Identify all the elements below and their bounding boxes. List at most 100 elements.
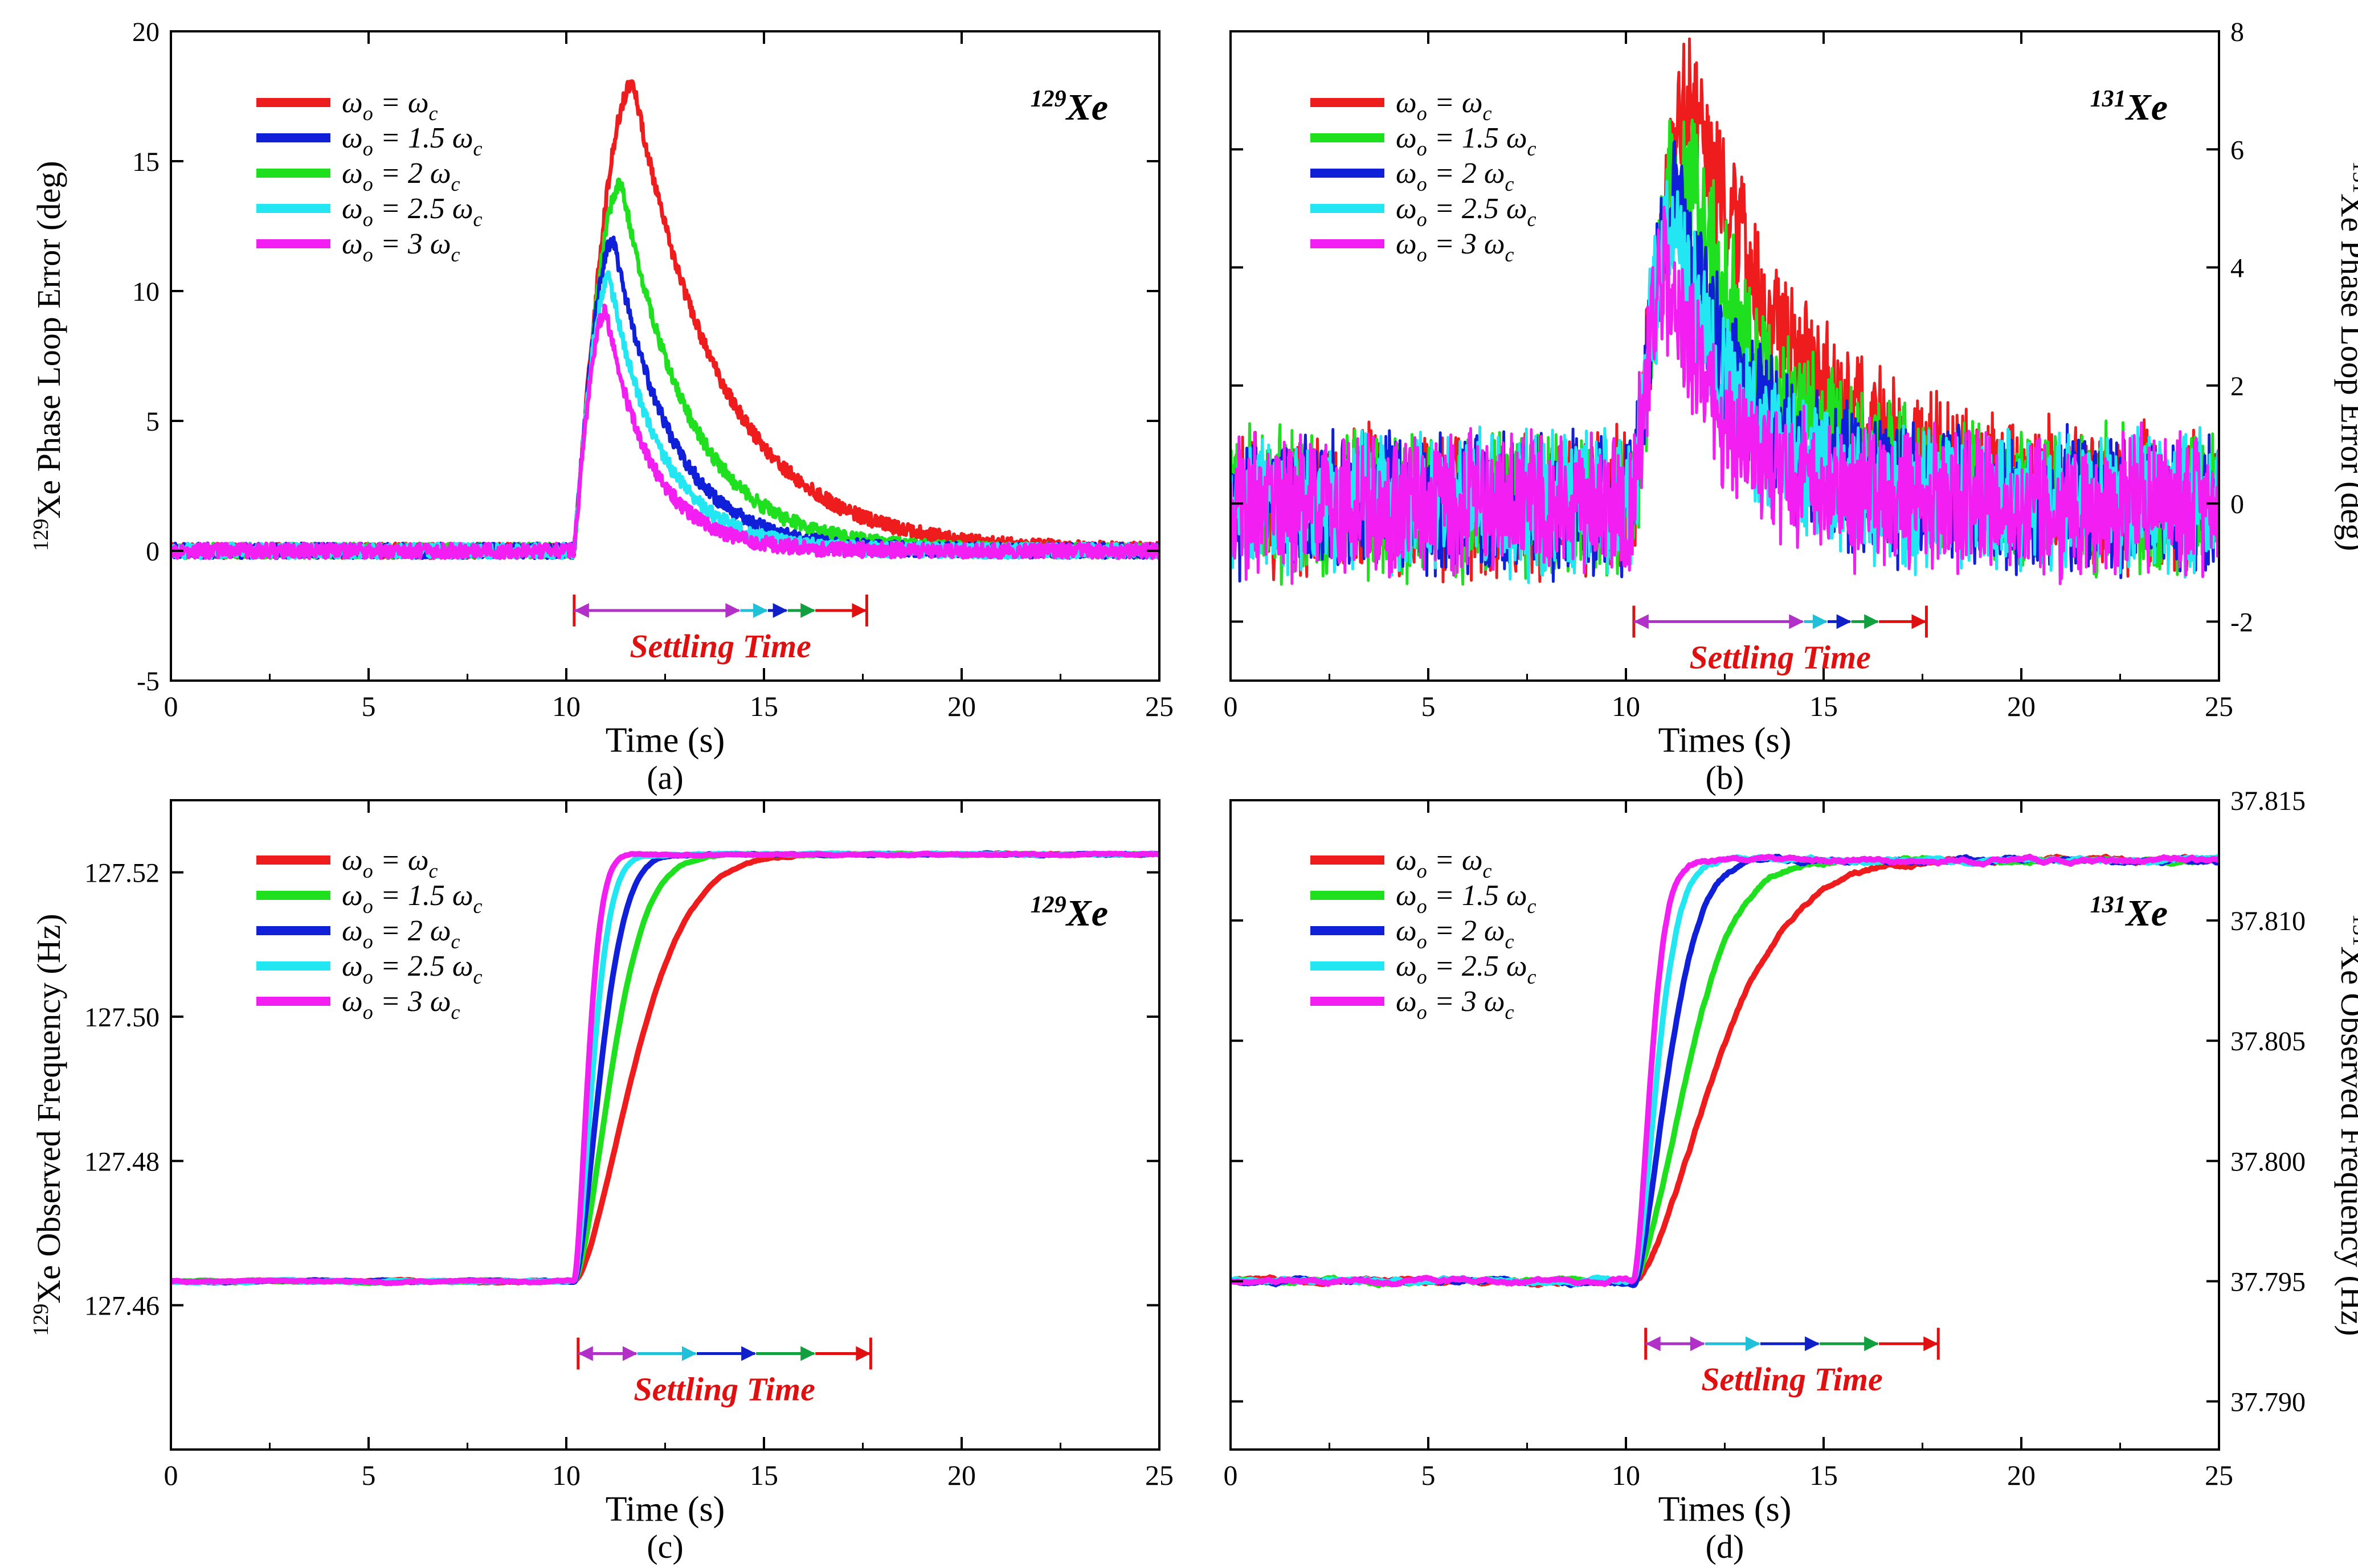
- panel-label: (c): [647, 1528, 683, 1565]
- legend-sub-o: o: [1417, 1001, 1427, 1024]
- legend-entry: ωo = ωc: [342, 87, 438, 125]
- legend-equals: =: [373, 157, 408, 190]
- legend-sub-o: o: [363, 1001, 373, 1024]
- legend-sub-c: c: [429, 102, 438, 125]
- chart-title: 129Xe: [1031, 86, 1108, 128]
- legend-entry: ωo = 2 ωc: [342, 157, 460, 195]
- x-tick-label: 0: [1224, 690, 1238, 722]
- y-axis-label-mass: 129: [29, 1304, 53, 1336]
- y-tick-label: -5: [137, 666, 160, 697]
- y-tick-label: 127.50: [84, 1002, 160, 1033]
- settling-arrowhead: [1805, 1336, 1820, 1352]
- settling-arrowhead: [1789, 614, 1804, 629]
- x-tick-label: 15: [1809, 690, 1838, 722]
- settling-arrowhead: [741, 1346, 757, 1361]
- settling-arrowhead-left: [578, 1346, 593, 1361]
- legend-factor: 2: [408, 915, 423, 947]
- legend-omega: ω: [1462, 844, 1483, 877]
- legend-equals: =: [373, 879, 408, 912]
- legend-omega: ω: [342, 950, 363, 982]
- x-tick-label: 10: [552, 690, 581, 722]
- legend-omega: ω: [1396, 87, 1417, 119]
- chart-title-mass: 131: [2090, 86, 2126, 112]
- settling-arrowhead: [773, 603, 788, 618]
- legend-sub-o: o: [363, 859, 373, 882]
- legend-omega: ω: [1396, 122, 1417, 154]
- legend-sub-o: o: [363, 137, 373, 160]
- series-group: [171, 79, 1159, 560]
- x-tick-label: 20: [947, 690, 976, 722]
- series-line-4: [1231, 206, 2219, 586]
- y-axis-label-mass: 131: [2348, 161, 2358, 193]
- settling-arrowhead: [800, 603, 816, 618]
- chart-title-mass: 131: [2090, 892, 2126, 918]
- legend-sub-c: c: [1483, 102, 1492, 125]
- legend-entry: ωo = 2 ωc: [1396, 157, 1514, 195]
- chart-title: 131Xe: [2090, 892, 2168, 934]
- legend-factor: 3: [407, 985, 423, 1018]
- legend-equals: =: [373, 193, 408, 225]
- legend-omega: ω: [1396, 193, 1417, 225]
- legend-equals: =: [373, 228, 408, 260]
- legend-space: [445, 122, 452, 154]
- y-tick-label: 5: [146, 407, 160, 437]
- legend-omega: ω: [1506, 122, 1527, 154]
- settling-arrowhead-left: [574, 603, 589, 618]
- legend-entry: ωo = 2 ωc: [342, 915, 460, 953]
- chart-title: 131Xe: [2090, 86, 2168, 128]
- y-tick-label: 20: [132, 17, 160, 47]
- legend-omega: ω: [452, 122, 473, 154]
- legend-omega: ω: [342, 985, 363, 1018]
- legend-entry: ωo = ωc: [1396, 844, 1492, 882]
- legend-omega: ω: [1396, 950, 1417, 982]
- x-axis-label: Time (s): [606, 721, 725, 760]
- chart-title-symbol: Xe: [2125, 87, 2168, 128]
- legend-omega: ω: [430, 157, 451, 190]
- legend-sub-c: c: [1483, 859, 1492, 882]
- settling-arrowhead-left: [1633, 614, 1649, 629]
- settling-time-label: Settling Time: [1701, 1361, 1882, 1398]
- legend-sub-c: c: [429, 859, 438, 882]
- legend-space: [1499, 122, 1506, 154]
- legend-sub-o: o: [363, 173, 373, 195]
- legend-equals: =: [1427, 950, 1462, 982]
- x-axis-label: Time (s): [606, 1490, 725, 1529]
- legend-omega: ω: [1484, 157, 1505, 190]
- legend-equals: =: [1427, 157, 1462, 190]
- legend-entry: ωo = 3 ωc: [1396, 228, 1514, 266]
- legend-omega: ω: [1396, 228, 1417, 260]
- legend-factor: 2: [408, 157, 423, 190]
- series-line-4: [171, 850, 1159, 1287]
- settling-arrowhead: [800, 1346, 816, 1361]
- y-axis-label: 129Xe Observed Frequency (Hz): [29, 914, 67, 1336]
- x-tick-label: 25: [2205, 1459, 2233, 1491]
- y-tick-label: 37.810: [2230, 906, 2306, 936]
- legend-factor: 3: [407, 228, 423, 260]
- y-tick-label: 15: [132, 147, 160, 177]
- legend-omega: ω: [342, 122, 363, 154]
- legend-entry: ωo = 1.5 ωc: [1396, 879, 1536, 918]
- legend-sub-c: c: [1505, 173, 1514, 195]
- y-tick-label: 0: [146, 537, 160, 567]
- x-tick-label: 25: [2205, 690, 2233, 722]
- legend-sub-c: c: [1527, 208, 1536, 231]
- legend-entry: ωo = 1.5 ωc: [342, 122, 483, 160]
- settling-arrowhead: [1745, 1336, 1760, 1352]
- x-tick-label: 5: [362, 690, 376, 722]
- legend-omega: ω: [430, 228, 451, 260]
- y-tick-label: 127.46: [84, 1291, 160, 1321]
- x-tick-label: 20: [2007, 690, 2036, 722]
- x-tick-label: 0: [164, 690, 178, 722]
- legend-omega: ω: [1462, 87, 1483, 119]
- legend-sub-c: c: [1505, 930, 1514, 953]
- legend-omega: ω: [1484, 915, 1505, 947]
- legend-equals: =: [373, 87, 408, 119]
- legend-factor: 2.5: [408, 950, 445, 982]
- y-tick-label: 127.52: [84, 858, 160, 889]
- y-axis-label: 129Xe Phase Loop Error (deg): [29, 161, 67, 551]
- legend-entry: ωo = 2.5 ωc: [342, 193, 483, 231]
- legend-equals: =: [373, 985, 408, 1018]
- legend-sub-o: o: [1417, 173, 1427, 195]
- y-tick-label: 37.800: [2230, 1147, 2306, 1177]
